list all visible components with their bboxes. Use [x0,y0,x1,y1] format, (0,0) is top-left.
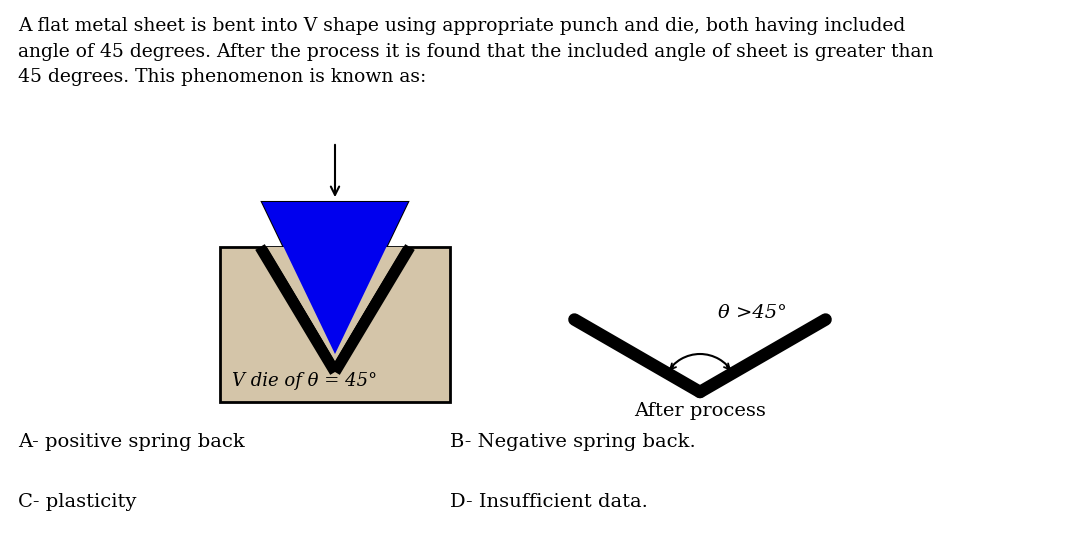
Polygon shape [260,247,410,372]
Text: After process: After process [634,402,766,420]
Text: θ >45°: θ >45° [718,304,787,322]
Polygon shape [262,202,407,354]
Polygon shape [267,247,403,360]
Polygon shape [268,247,402,361]
Text: V die of θ = 45°: V die of θ = 45° [232,372,377,390]
Text: A- positive spring back: A- positive spring back [18,433,245,451]
Polygon shape [262,202,407,354]
Text: D- Insufficient data.: D- Insufficient data. [450,493,648,511]
Text: A flat metal sheet is bent into V shape using appropriate punch and die, both ha: A flat metal sheet is bent into V shape … [18,17,934,86]
Text: C- plasticity: C- plasticity [18,493,137,511]
Bar [220,247,450,402]
Text: B- Negative spring back.: B- Negative spring back. [450,433,695,451]
